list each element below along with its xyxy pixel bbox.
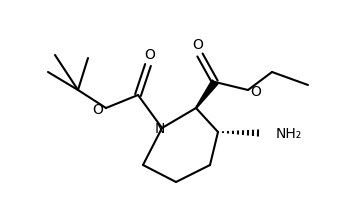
Polygon shape (195, 80, 218, 108)
Text: NH₂: NH₂ (276, 127, 302, 141)
Text: O: O (145, 48, 155, 62)
Text: N: N (155, 122, 165, 136)
Text: O: O (93, 103, 103, 117)
Text: O: O (193, 38, 203, 52)
Text: O: O (251, 85, 262, 99)
